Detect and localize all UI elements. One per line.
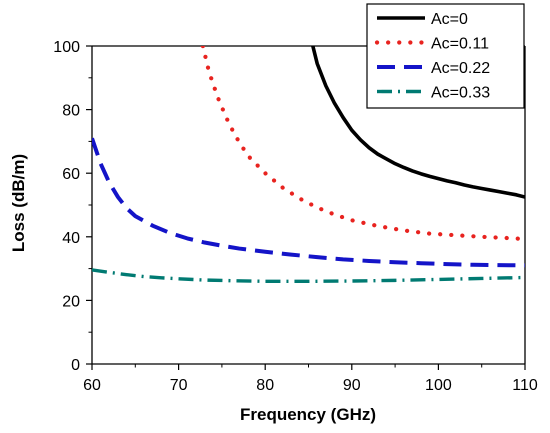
series-line-3	[92, 137, 525, 268]
y-axis-title: Loss (dB/m)	[9, 154, 28, 252]
x-tick-label: 60	[83, 377, 101, 394]
x-axis-title: Frequency (GHz)	[240, 405, 376, 424]
legend-label-4: Ac=0.33	[431, 85, 490, 102]
axes: 60 70 80 90 100 110 0 20 40 60 80 100	[53, 39, 538, 394]
legend-label-1: Ac=0	[431, 11, 468, 28]
legend-label-2: Ac=0.11	[431, 36, 489, 53]
y-tick-label: 60	[62, 166, 80, 183]
x-tick-label: 70	[170, 377, 188, 394]
y-tick-label: 80	[62, 103, 80, 120]
x-tick-label: 80	[256, 377, 274, 394]
y-tick-label: 40	[62, 230, 80, 247]
series-group	[92, 46, 525, 284]
x-tick-label: 90	[343, 377, 361, 394]
x-tick-label: 110	[512, 377, 538, 394]
legend: Ac=0 Ac=0.11 Ac=0.22 Ac=0.33	[366, 3, 525, 109]
series-line-1	[311, 46, 525, 199]
y-tick-label: 20	[62, 293, 80, 310]
legend-box	[366, 3, 525, 109]
legend-label-3: Ac=0.22	[431, 60, 490, 77]
y-tick-label: 100	[53, 39, 80, 56]
x-tick-label: 100	[425, 377, 452, 394]
y-tick-label: 0	[71, 357, 80, 374]
series-line-4	[92, 268, 525, 284]
